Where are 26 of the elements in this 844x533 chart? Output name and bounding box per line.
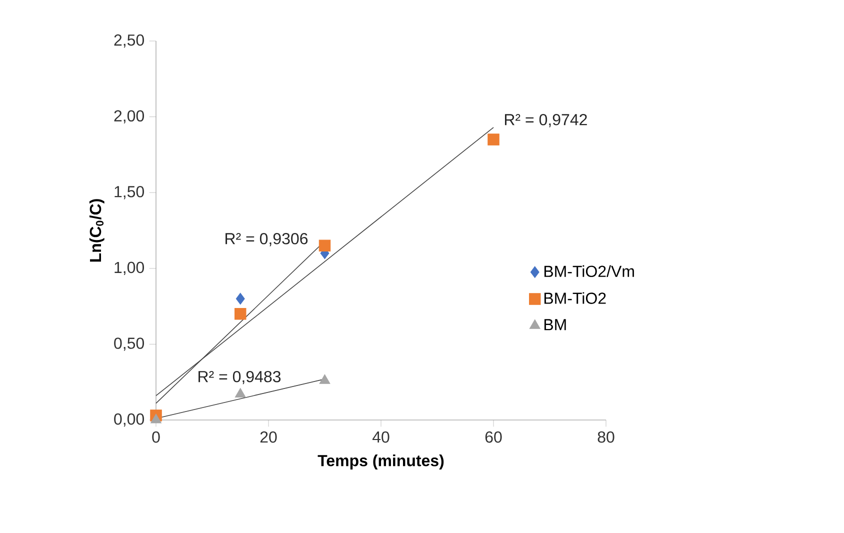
x-axis-title: Temps (minutes) bbox=[318, 454, 444, 470]
point bbox=[234, 388, 246, 398]
point bbox=[234, 308, 246, 320]
legend-label: BM bbox=[544, 319, 566, 330]
y-tick-label: 2,00 bbox=[114, 110, 144, 124]
x-tick-label: 40 bbox=[372, 431, 390, 443]
y-tick-label: 1,50 bbox=[114, 186, 144, 200]
y-tick-label: 0,00 bbox=[114, 413, 144, 427]
point bbox=[318, 240, 331, 252]
x-tick-label: 80 bbox=[598, 431, 614, 443]
x-tick-label: 20 bbox=[260, 431, 277, 443]
y-tick-label: 0,50 bbox=[114, 338, 144, 351]
annotation: R² = 0,9742 bbox=[504, 114, 587, 128]
y-tick-label: 1,00 bbox=[114, 262, 144, 276]
legend-label: BM-TiO2 bbox=[544, 292, 606, 304]
annotation: R² = 0,9306 bbox=[226, 232, 308, 246]
x-tick-label: 0 bbox=[152, 431, 160, 443]
y-tick-label: 2,50 bbox=[114, 34, 144, 48]
legend-label: BM-TiO2/Vm bbox=[544, 265, 634, 278]
x-tick-label: 60 bbox=[485, 431, 502, 443]
annotation: R² = 0,9483 bbox=[198, 370, 281, 384]
point bbox=[150, 414, 162, 424]
point bbox=[319, 374, 330, 384]
y-axis-title: Ln(C$_{0}$/C) bbox=[89, 199, 104, 262]
point bbox=[236, 292, 245, 305]
point bbox=[488, 134, 500, 146]
